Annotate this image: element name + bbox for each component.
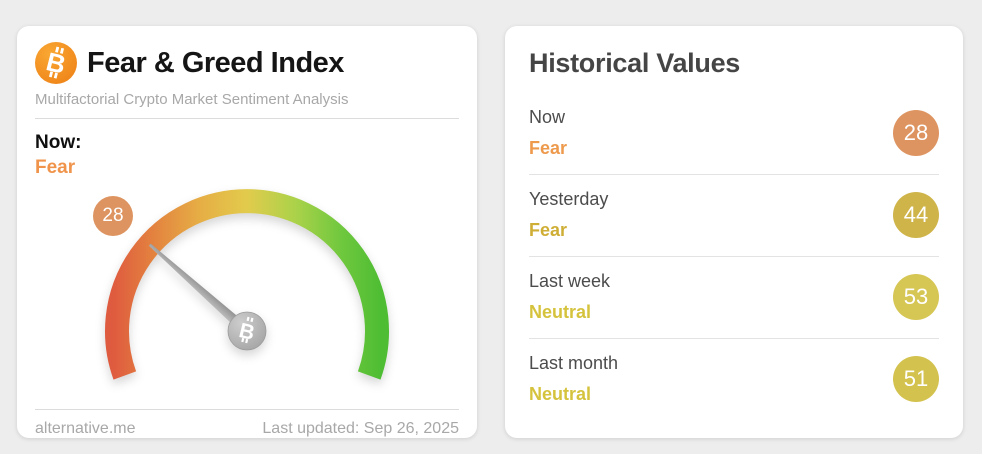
widget-subtitle: Multifactorial Crypto Market Sentiment A… xyxy=(35,91,349,108)
fear-greed-header: B Fear & Greed Index xyxy=(35,42,459,84)
historical-values-title: Historical Values xyxy=(529,48,741,78)
gauge-hub: B xyxy=(227,311,267,351)
history-value-badge: 28 xyxy=(893,110,939,156)
history-classification: Fear xyxy=(529,220,568,240)
history-classification: Neutral xyxy=(529,302,592,322)
historical-values-card: Historical Values Now Fear 28 Yesterday … xyxy=(505,26,963,438)
svg-text:B: B xyxy=(237,319,257,345)
history-row-last-month: Last month Neutral 51 xyxy=(529,339,939,420)
widget-footer: alternative.me Last updated: Sep 26, 202… xyxy=(35,409,459,438)
fear-greed-card: B Fear & Greed Index Multifactorial Cryp… xyxy=(17,26,477,438)
historical-values-list: Now Fear 28 Yesterday Fear 44 Last week … xyxy=(529,93,939,420)
history-value-badge: 51 xyxy=(893,356,939,402)
history-value-badge: 44 xyxy=(893,192,939,238)
gauge-value-badge: 28 xyxy=(93,196,133,236)
history-row-yesterday: Yesterday Fear 44 xyxy=(529,175,939,257)
now-classification: Fear xyxy=(35,157,76,178)
gauge-chart: B 28 xyxy=(57,181,437,409)
gauge-needle xyxy=(148,243,251,335)
widget-title: Fear & Greed Index xyxy=(87,46,344,79)
now-label: Now: xyxy=(35,132,82,153)
gauge-arc xyxy=(105,189,389,380)
history-period-label: Last week xyxy=(529,271,611,291)
bitcoin-logo-icon: B xyxy=(35,42,77,84)
last-updated-text: Last updated: Sep 26, 2025 xyxy=(262,420,459,437)
history-classification: Neutral xyxy=(529,384,592,404)
history-row-now: Now Fear 28 xyxy=(529,93,939,175)
history-value-badge: 53 xyxy=(893,274,939,320)
footer-site-link[interactable]: alternative.me xyxy=(35,420,136,437)
history-period-label: Last month xyxy=(529,353,619,373)
current-sentiment-block: Now: Fear xyxy=(35,132,459,179)
history-classification: Fear xyxy=(529,138,568,158)
history-row-last-week: Last week Neutral 53 xyxy=(529,257,939,339)
history-period-label: Now xyxy=(529,107,566,127)
header-divider xyxy=(35,118,459,119)
gauge-svg: B xyxy=(105,189,389,380)
history-period-label: Yesterday xyxy=(529,189,609,209)
